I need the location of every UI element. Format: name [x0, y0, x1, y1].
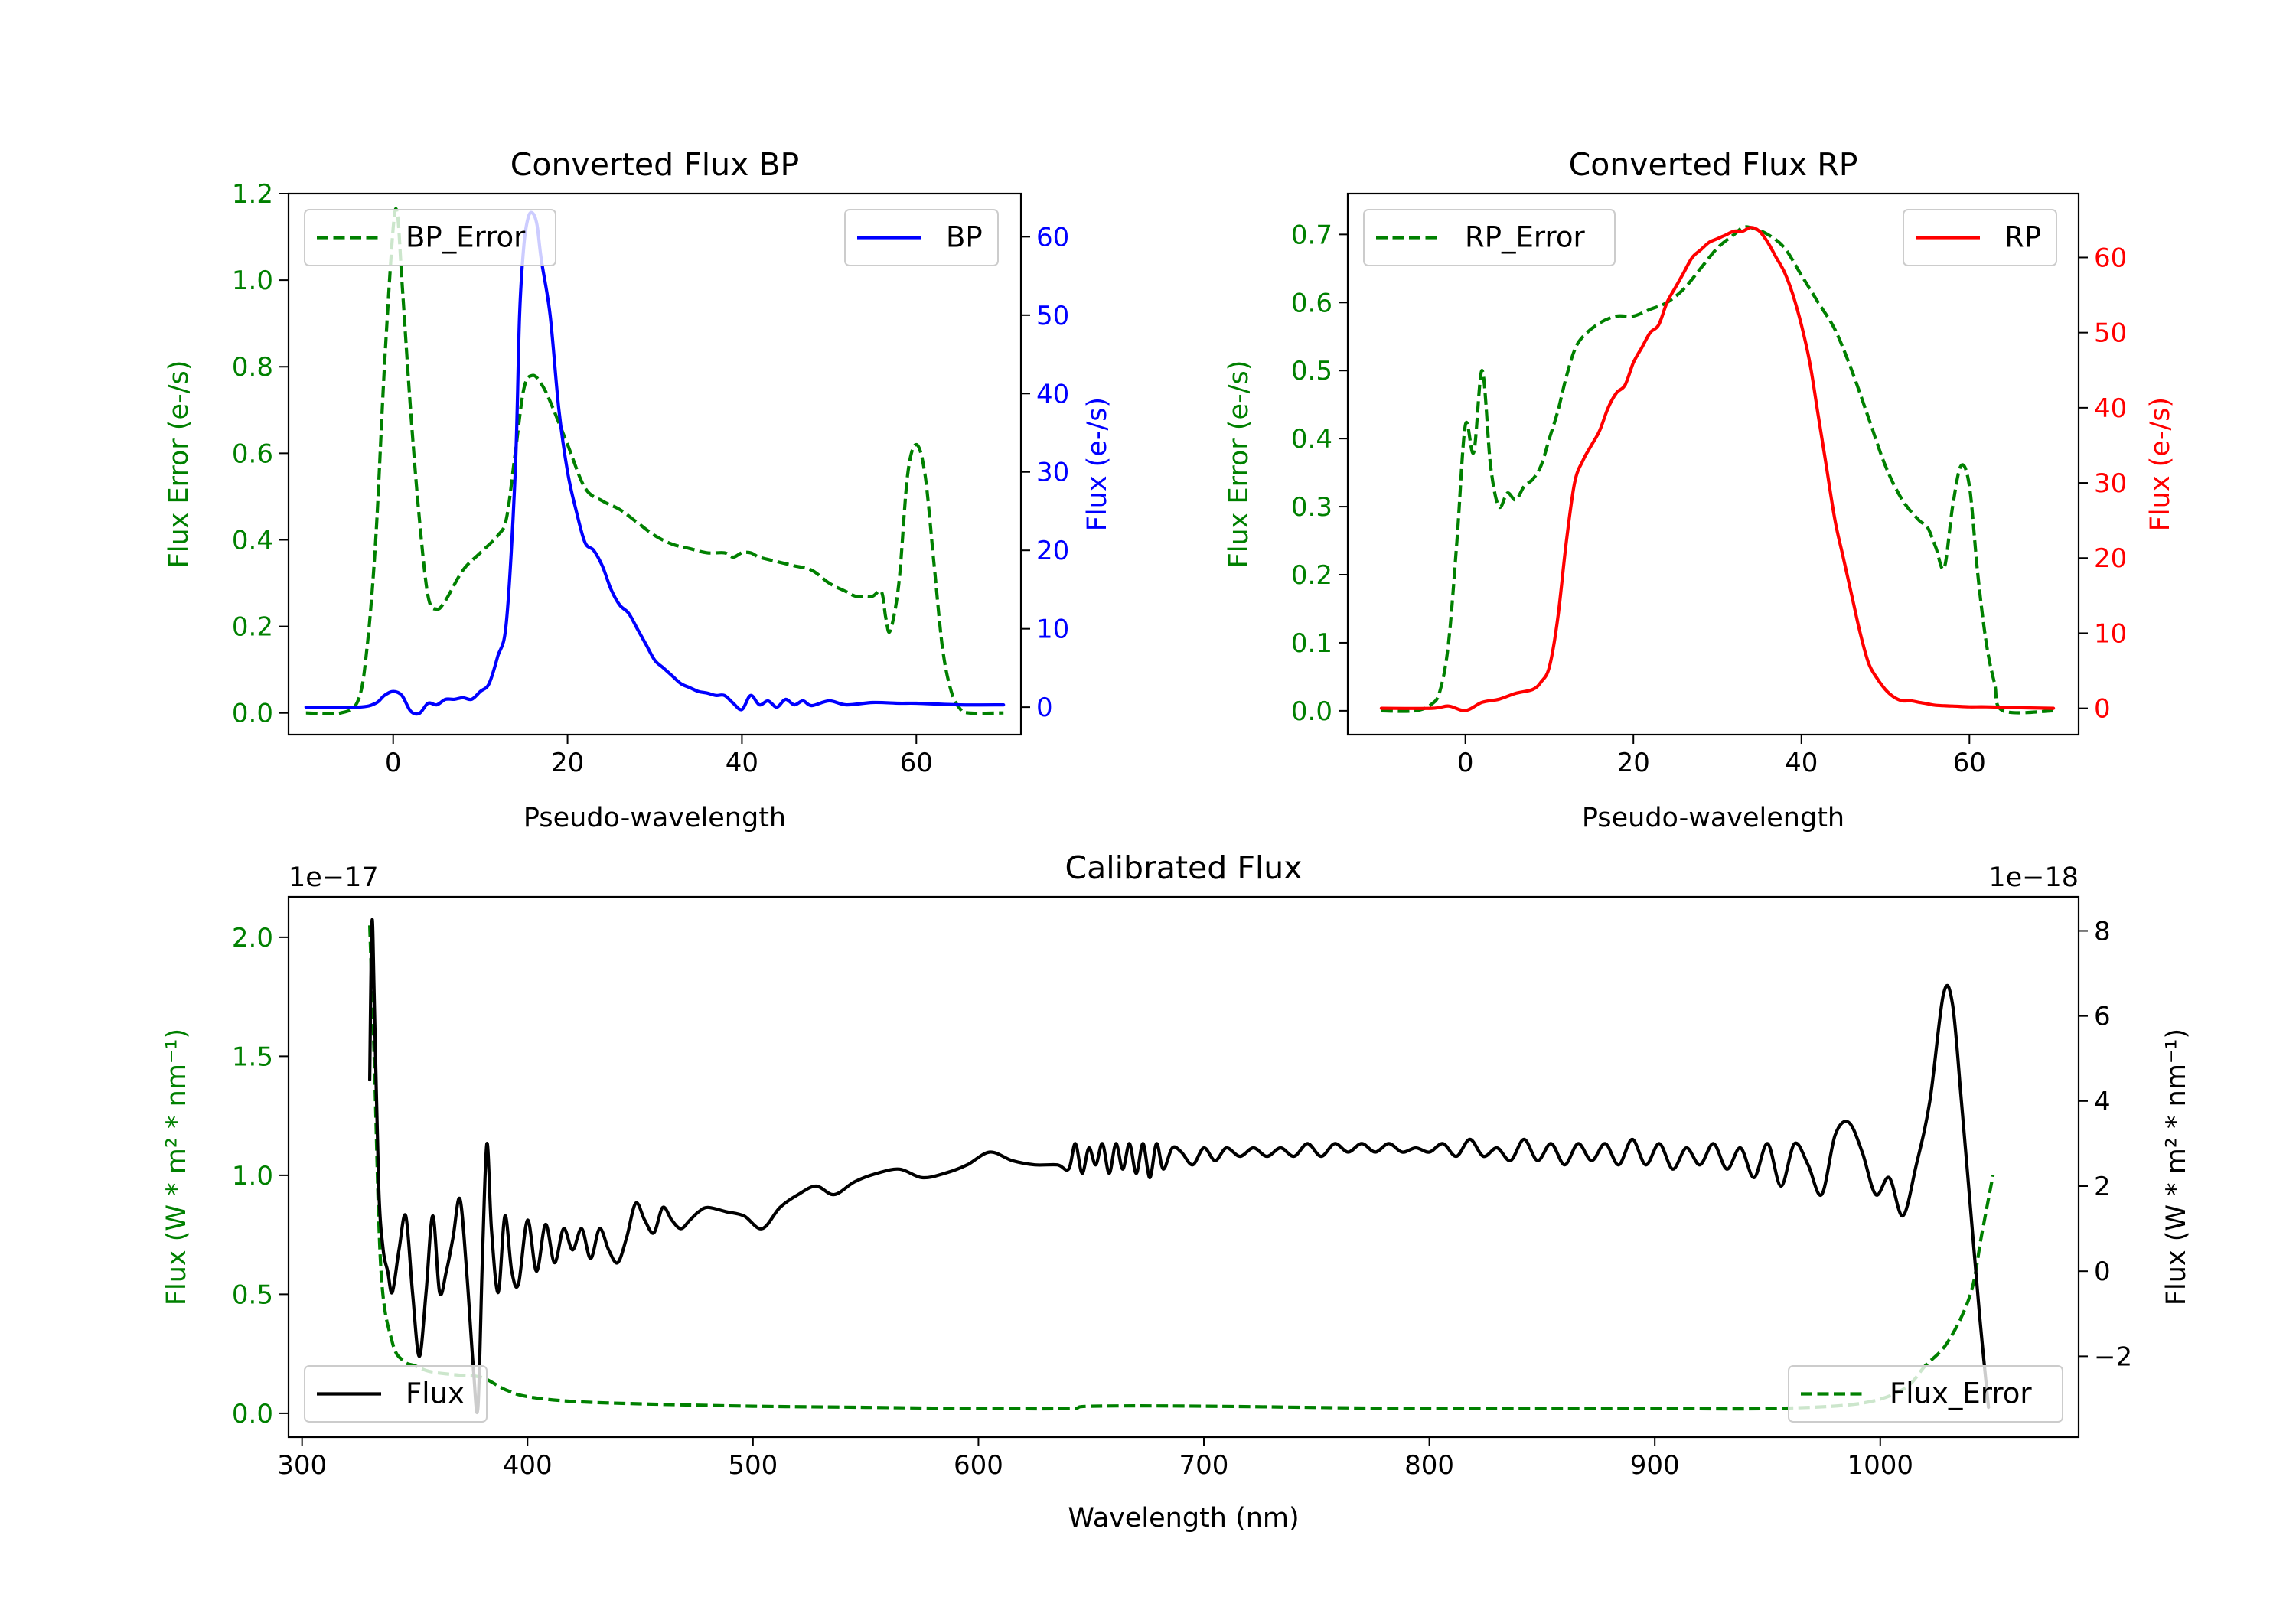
x-tick-label: 700 [1179, 1450, 1229, 1481]
x-tick-label: 400 [503, 1450, 553, 1481]
y-right-tick-label: 20 [2094, 543, 2127, 574]
y-left-axis-label: Flux (W * m² * nm⁻¹) [161, 1028, 192, 1305]
y-left-axis-label: Flux Error (e-/s) [164, 360, 194, 569]
y-left-tick-label: 0.2 [232, 612, 273, 643]
legend-label: Flux [406, 1377, 465, 1410]
y-right-tick-label: 40 [2094, 393, 2127, 424]
legend-box [304, 209, 556, 266]
y-right-axis-label: Flux (e-/s) [2145, 397, 2176, 531]
y-right-tick-label: 0 [2094, 694, 2111, 725]
x-axis-label: Pseudo-wavelength [1582, 803, 1844, 833]
y-left-tick-label: 0.5 [1291, 356, 1332, 386]
y-left-tick-label: 2.0 [232, 923, 273, 953]
y-left-tick-label: 0.7 [1291, 220, 1332, 250]
y-right-tick-label: 30 [2094, 468, 2127, 499]
y-right-tick-label: 0 [2094, 1257, 2111, 1287]
x-tick-label: 60 [1953, 748, 1986, 778]
y-right-axis-label: Flux (W * m² * nm⁻¹) [2161, 1028, 2192, 1305]
y-right-tick-label: 0 [1036, 693, 1053, 723]
y-right-tick-label: 10 [2094, 618, 2127, 649]
legend-box [1788, 1365, 2063, 1423]
panel-bp: 0 20 40 60 0.0 0.2 0.4 0.6 0.8 1.0 1.2 0 10 20 30 40 50 6… [164, 146, 1113, 833]
y-left-tick-label: 0.0 [232, 699, 273, 729]
x-tick-label: 60 [900, 748, 933, 778]
y-left-tick-label: 0.1 [1291, 628, 1332, 659]
x-tick-label: 600 [954, 1450, 1003, 1481]
chart-title: Converted Flux RP [1569, 146, 1858, 183]
y-left-tick-label: 1.0 [232, 1161, 273, 1191]
x-tick-label: 900 [1630, 1450, 1680, 1481]
y-right-tick-label: 10 [1036, 614, 1069, 645]
y-right-tick-label: 60 [1036, 222, 1069, 253]
y-right-tick-label: 50 [2094, 318, 2127, 349]
legend-label: RP_Error [1465, 221, 1585, 254]
x-axis-label: Wavelength (nm) [1068, 1503, 1299, 1534]
x-tick-label: 40 [726, 748, 758, 778]
y-left-offset-text: 1e−17 [289, 862, 379, 893]
y-left-tick-label: 0.5 [232, 1279, 273, 1310]
x-tick-label: 500 [728, 1450, 778, 1481]
x-tick-label: 1000 [1848, 1450, 1914, 1481]
x-tick-label: 40 [1785, 748, 1818, 778]
legend-label: RP [2004, 221, 2041, 254]
y-left-axis-label: Flux Error (e-/s) [1224, 360, 1254, 569]
legend-box [1363, 209, 1616, 266]
y-left-tick-label: 1.0 [232, 266, 273, 296]
y-right-tick-label: −2 [2094, 1341, 2132, 1372]
series-line-rp [1379, 226, 2056, 712]
y-right-tick-label: 6 [2094, 1002, 2111, 1032]
y-left-tick-label: 0.2 [1291, 560, 1332, 591]
y-right-tick-label: 4 [2094, 1087, 2111, 1117]
x-tick-label: 20 [1617, 748, 1650, 778]
y-right-offset-text: 1e−18 [1988, 862, 2079, 893]
chart-title: Calibrated Flux [1065, 849, 1302, 886]
x-tick-label: 0 [1457, 748, 1474, 778]
chart-title: Converted Flux BP [510, 146, 800, 183]
series-line-flux [368, 918, 1991, 1415]
y-left-tick-label: 0.0 [1291, 696, 1332, 727]
x-tick-label: 300 [277, 1450, 327, 1481]
series-line-bp-error [305, 207, 1004, 716]
y-left-tick-label: 0.3 [1291, 492, 1332, 523]
x-tick-label: 20 [551, 748, 584, 778]
legend-label: Flux_Error [1890, 1377, 2032, 1410]
panel-cal: 300 400 500 600 700 800 900 1000 0.0 0.5 1.0 1.5 2.0… [161, 849, 2192, 1534]
x-axis-label: Pseudo-wavelength [523, 803, 786, 833]
y-right-tick-label: 60 [2094, 243, 2127, 273]
y-right-tick-label: 50 [1036, 301, 1069, 331]
x-tick-label: 0 [385, 748, 402, 778]
y-left-tick-label: 0.6 [1291, 288, 1332, 318]
y-left-tick-label: 0.4 [1291, 424, 1332, 455]
plot-frame [287, 192, 1022, 736]
legend-label: BP_Error [406, 221, 526, 254]
plot-frame [1346, 192, 2080, 736]
y-right-tick-label: 30 [1036, 458, 1069, 488]
y-right-tick-label: 8 [2094, 916, 2111, 947]
y-left-tick-label: 0.4 [232, 525, 273, 556]
y-right-tick-label: 20 [1036, 536, 1069, 566]
y-right-tick-label: 40 [1036, 379, 1069, 409]
panel-rp: 0 20 40 60 0.0 0.1 0.2 0.3 0.4 0.5 0.6 0.7 0 10 20 30 40… [1224, 146, 2176, 833]
y-left-tick-label: 0.0 [232, 1399, 273, 1429]
series-line-bp [304, 210, 1006, 716]
series-line-rp-error [1381, 225, 2054, 715]
y-right-tick-label: 2 [2094, 1172, 2111, 1202]
y-left-tick-label: 1.2 [232, 179, 273, 210]
y-left-tick-label: 0.8 [232, 352, 273, 383]
legend-label: BP [946, 221, 983, 254]
y-right-axis-label: Flux (e-/s) [1082, 397, 1113, 531]
legend-box [304, 1365, 488, 1423]
x-tick-label: 800 [1404, 1450, 1454, 1481]
y-left-tick-label: 0.6 [232, 438, 273, 469]
plot-frame [287, 895, 2080, 1439]
y-left-tick-label: 1.5 [232, 1041, 273, 1072]
